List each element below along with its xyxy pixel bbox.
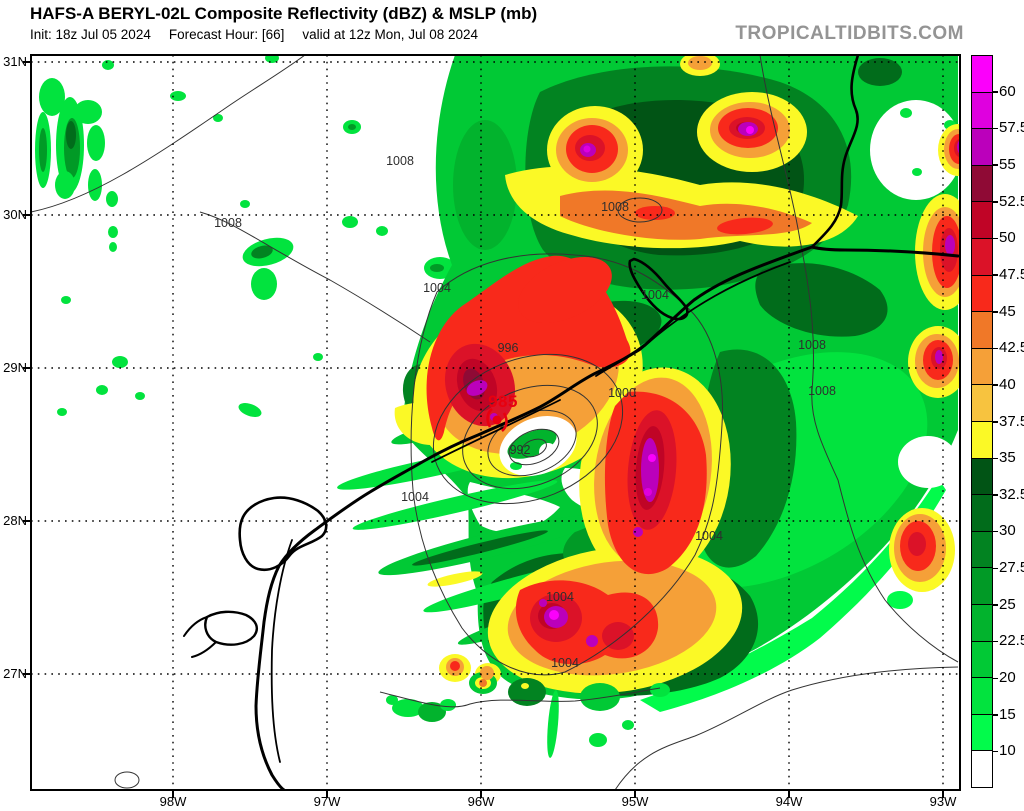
watermark: TROPICALTIDBITS.COM [735,23,964,44]
subtitle: Init: 18z Jul 05 2024 Forecast Hour: [66]… [30,27,496,42]
colorbar-segment [972,421,992,459]
colorbar-segment [972,604,992,642]
colorbar-segment [972,312,992,349]
page-title: HAFS-A BERYL-02L Composite Reflectivity … [30,4,538,23]
graticule-grid [31,55,958,790]
coastline [183,55,960,790]
colorbar-segment [972,275,992,313]
reflectivity-field [35,55,960,758]
colorbar-segment [972,385,992,422]
forecast-hour: Forecast Hour: [66] [168,27,285,42]
colorbar-segment [972,129,992,166]
colorbar-segment [972,531,992,569]
colorbar-segment [972,165,992,203]
colorbar-segment [972,92,992,130]
colorbar-segment [972,714,992,752]
colorbar-segment [972,751,992,787]
colorbar-segment [972,238,992,276]
river-border [810,55,860,249]
galveston-bay [628,257,689,321]
reflectivity-colorbar [971,55,993,788]
map-frame [30,54,961,791]
init-time: Init: 18z Jul 05 2024 [30,27,151,42]
colorbar-segment [972,348,992,386]
colorbar-segment [972,56,992,93]
colorbar-segment [972,495,992,532]
corpus-bay [204,610,258,646]
mslp-contours [31,55,959,790]
hurricane-symbol-icon [486,407,508,433]
colorbar-segment [972,202,992,239]
valid-time: valid at 12z Mon, Jul 08 2024 [302,27,479,42]
barrier-islands [270,261,791,763]
colorbar-segment [972,641,992,679]
matagorda-bay [238,496,328,572]
colorbar-segment [972,678,992,715]
colorbar-segment [972,568,992,605]
colorbar-segment [972,458,992,496]
